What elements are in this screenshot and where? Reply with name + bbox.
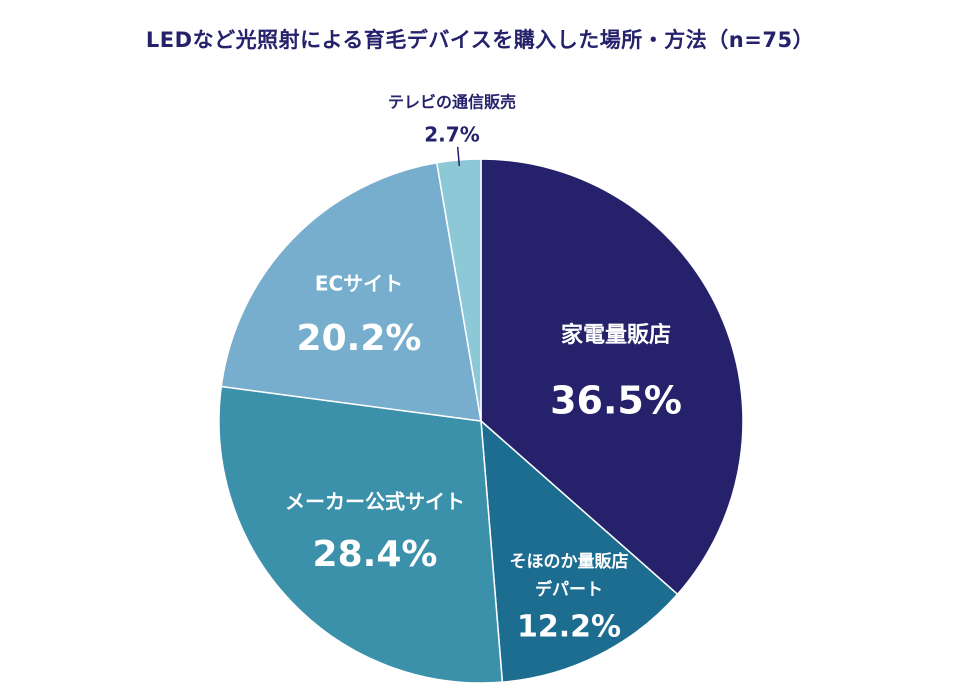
pie-slice [480,419,679,683]
slice-value-label: 12.2% [517,610,621,645]
pie-slice [220,161,482,422]
slice-value-label: 28.4% [313,534,438,575]
chart-title: LEDなど光照射による育毛デバイスを購入した場所・方法（n=75） [145,28,815,52]
slice-label: デパート [535,579,603,600]
slice-value-label: 20.2% [297,318,422,359]
slice-value-label: 2.7% [424,123,479,147]
pie-slice [218,385,504,684]
slice-label: メーカー公式サイト [285,490,465,514]
pie-slice [480,158,744,596]
slice-value-label: 36.5% [550,379,682,423]
slice-label: ECサイト [315,272,403,296]
slice-label: テレビの通信販売 [388,93,516,112]
slice-label: 家電量販店 [561,322,671,348]
leader-line [456,146,461,166]
slice-label: そほのか量販店 [510,551,629,572]
